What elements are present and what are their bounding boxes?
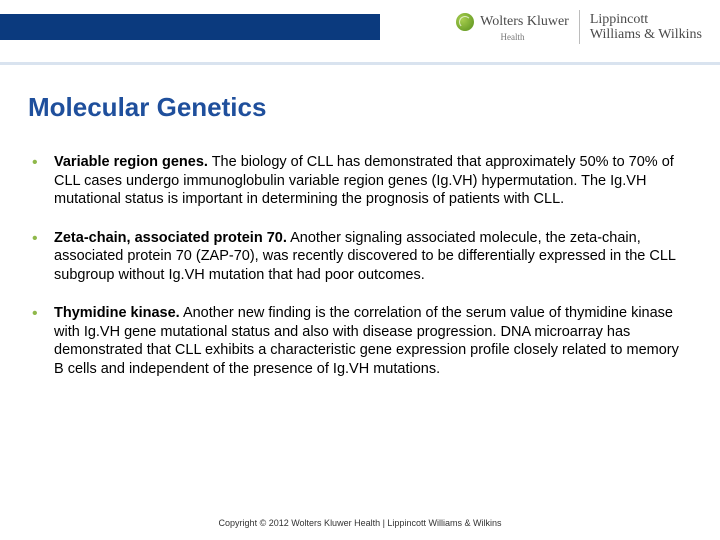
copyright-footer: Copyright © 2012 Wolters Kluwer Health |… [0,518,720,528]
bullet-lead: Zeta-chain, associated protein 70. [54,230,287,246]
bullet-lead: Thymidine kinase. [54,305,180,321]
list-item: Zeta-chain, associated protein 70. Anoth… [28,229,692,285]
brand1-text: Wolters Kluwer [480,14,569,30]
bullet-lead: Variable region genes. [54,154,208,170]
lippincott-logo: Lippincott Williams & Wilkins [590,12,702,43]
brand1-sub: Health [500,32,524,42]
brand2-line2: Williams & Wilkins [590,27,702,42]
header-underline [0,62,720,65]
wolters-kluwer-logo: Wolters Kluwer Health [456,13,569,42]
brand2-line1: Lippincott [590,12,702,27]
wk-mark-icon [456,13,474,31]
bullet-list: Variable region genes. The biology of CL… [28,153,692,378]
list-item: Thymidine kinase. Another new finding is… [28,304,692,378]
list-item: Variable region genes. The biology of CL… [28,153,692,209]
header: Wolters Kluwer Health Lippincott William… [0,0,720,42]
content-area: Molecular Genetics Variable region genes… [28,92,692,398]
logo-divider [579,10,580,44]
page-title: Molecular Genetics [28,92,692,123]
header-logos: Wolters Kluwer Health Lippincott William… [456,10,702,44]
header-stripe [0,14,380,40]
